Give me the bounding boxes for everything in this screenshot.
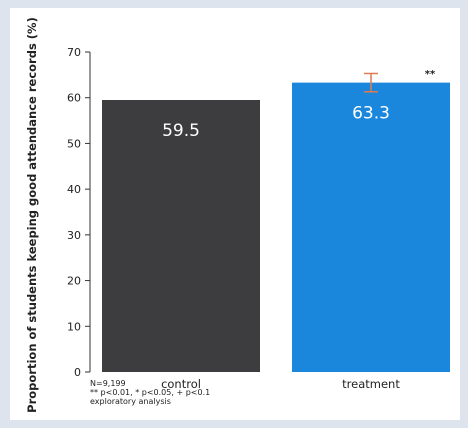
y-tick-label: 70 [67, 46, 81, 59]
y-axis: 0 10 20 30 40 50 60 70 [67, 46, 91, 379]
bars: 59.5 63.3 ** [102, 69, 450, 372]
bar-value-label: 63.3 [352, 104, 390, 124]
x-tick-label: treatment [342, 377, 400, 391]
y-tick-label: 0 [74, 366, 81, 379]
bar-control [102, 100, 260, 372]
footnotes: N=9,199 ** p<0.01, * p<0.05, + p<0.1 exp… [90, 379, 210, 406]
bar-value-label: 59.5 [162, 121, 200, 141]
bar-chart: 0 10 20 30 40 50 60 70 59.5 63.3 ** control treatm… [25, 17, 450, 413]
y-tick-label: 20 [67, 275, 81, 288]
footnote-significance: ** p<0.01, * p<0.05, + p<0.1 [90, 388, 210, 397]
footnote-n: N=9,199 [90, 379, 126, 388]
y-tick-label: 60 [67, 92, 81, 105]
error-bar [364, 72, 378, 93]
y-tick-label: 40 [67, 183, 81, 196]
y-tick-label: 30 [67, 229, 81, 242]
x-tick-label: control [161, 377, 201, 391]
chart-card: 0 10 20 30 40 50 60 70 59.5 63.3 ** control treatm… [10, 8, 460, 420]
y-tick-label: 10 [67, 320, 81, 333]
x-axis-labels: control treatment [161, 377, 400, 391]
footnote-exploratory: exploratory analysis [90, 397, 171, 406]
y-tick-label: 50 [67, 137, 81, 150]
y-axis-label: Proportion of students keeping good atte… [25, 17, 39, 413]
bar-treatment [292, 82, 450, 372]
significance-marker: ** [425, 69, 436, 80]
